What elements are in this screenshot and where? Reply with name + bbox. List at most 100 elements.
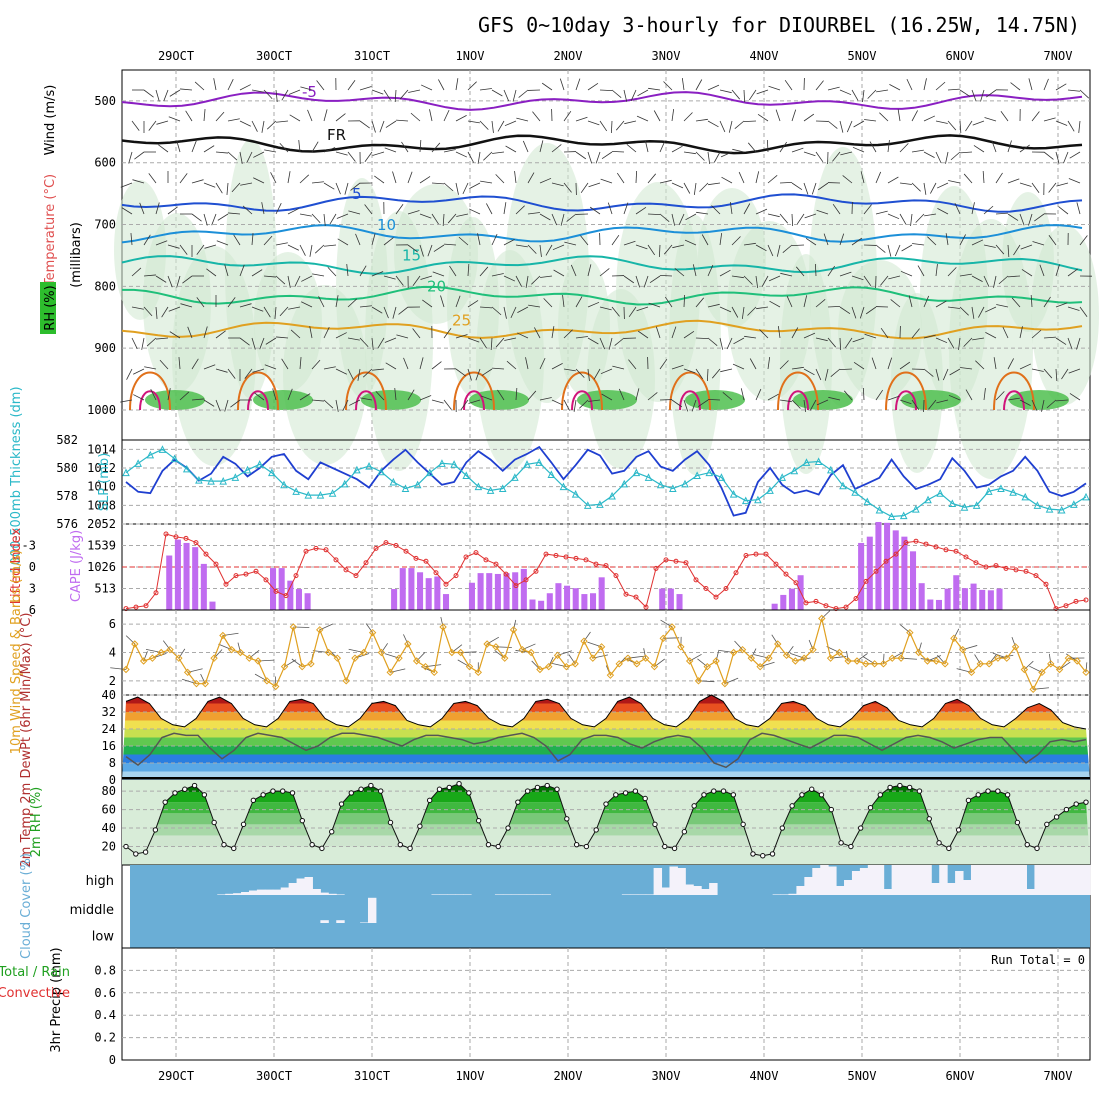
li-marker — [823, 603, 829, 609]
li-marker — [1033, 573, 1039, 579]
cape-bar — [987, 590, 994, 610]
wind-marker — [941, 660, 949, 668]
wind-barb — [167, 388, 171, 401]
warm-cell — [993, 371, 1035, 411]
cape-bar — [866, 536, 873, 610]
li-marker — [383, 540, 389, 546]
wind-barb — [309, 326, 313, 339]
wind-barb — [158, 144, 169, 153]
contour-6 — [121, 319, 1083, 340]
wind-barb — [580, 235, 589, 246]
wind-barb — [707, 303, 720, 308]
wind-barb — [150, 389, 157, 401]
slp-marker — [1021, 492, 1030, 501]
wind-barb — [906, 78, 913, 91]
slp-marker — [997, 484, 1005, 493]
wind-barb — [628, 306, 637, 318]
wind-barb — [607, 202, 613, 215]
wind-barb — [311, 359, 321, 370]
rh-marker — [573, 841, 580, 848]
wind-barb — [185, 110, 193, 122]
wind-barb — [1056, 182, 1069, 187]
wind-marker — [421, 662, 430, 671]
rh-marker — [936, 840, 942, 846]
wind-barb — [880, 275, 889, 286]
temp-band — [122, 729, 1090, 738]
wind-marker — [562, 662, 571, 671]
wind-barb — [707, 398, 721, 401]
wind-barb — [443, 399, 452, 410]
wind-barb — [575, 116, 588, 122]
wind-barb — [342, 399, 349, 411]
cloud-high-bar — [312, 889, 321, 895]
cloud-high-bar — [217, 894, 226, 895]
wind-barb — [1019, 399, 1031, 406]
wind-barb — [795, 266, 805, 277]
wind-barb — [1019, 326, 1023, 339]
rh-marker — [887, 784, 893, 791]
cloud-high-bar — [820, 865, 829, 895]
li-marker — [883, 558, 889, 564]
wind-barb — [993, 275, 997, 288]
li-marker — [633, 594, 639, 600]
wind-barb — [203, 326, 208, 339]
slp-marker — [486, 486, 495, 494]
wind-barb — [720, 151, 733, 158]
cloud-high-bar — [1018, 865, 1027, 895]
wind-barb — [431, 399, 444, 404]
contour-2 — [121, 193, 1083, 213]
wind-barb — [252, 368, 265, 373]
wind-barb — [935, 120, 948, 124]
cloud-high-bar — [542, 894, 551, 895]
cloud-high-bar — [788, 893, 797, 895]
cloud-high-bar — [439, 894, 448, 895]
wind-barb — [196, 244, 205, 255]
wind-marker — [439, 623, 447, 631]
slp-marker — [243, 465, 252, 474]
wind-barb — [803, 113, 815, 122]
li-marker — [643, 604, 649, 610]
wind-barb — [823, 233, 829, 246]
rh-marker — [652, 821, 658, 828]
wind-barb — [863, 275, 872, 287]
li-marker — [413, 555, 419, 561]
wind-barb — [246, 151, 253, 163]
wind-barb — [888, 275, 901, 280]
wind-marker — [448, 648, 456, 657]
wind-barb — [935, 300, 947, 308]
wind-barb — [563, 399, 570, 411]
wind-barb — [263, 89, 273, 100]
rh-marker — [809, 786, 815, 792]
wind-marker — [492, 643, 500, 651]
wind-barb — [1079, 306, 1088, 317]
wind-barb — [719, 337, 724, 350]
wind-barb — [983, 244, 996, 248]
top-date-label: 5NOV — [848, 49, 877, 63]
wind-barb — [615, 120, 625, 131]
wind-marker — [280, 662, 289, 671]
rh-marker — [456, 780, 462, 787]
wind-barb — [419, 176, 431, 184]
slp-marker — [547, 470, 556, 479]
wind-barb — [407, 244, 418, 253]
cloud-high-bar — [1034, 865, 1043, 895]
cloud-high-bar — [875, 865, 885, 895]
wind-barb — [756, 89, 769, 95]
rh-marker — [231, 845, 237, 852]
wind-barb — [359, 265, 367, 277]
slp-marker — [462, 471, 471, 479]
hot-cell — [1003, 390, 1025, 411]
cape-bar — [477, 573, 484, 610]
wind-barb — [155, 202, 160, 215]
wind-barb — [242, 205, 253, 215]
wind-barb — [261, 202, 265, 215]
wind-barb — [659, 274, 673, 277]
li-marker — [963, 554, 969, 560]
slp-marker — [559, 482, 568, 491]
rh-marker — [270, 788, 276, 794]
rh-marker — [828, 806, 835, 813]
wind-barb — [1021, 269, 1033, 277]
wind-barb — [211, 213, 217, 226]
wind-barb — [635, 244, 648, 250]
wind-barb — [767, 174, 778, 184]
